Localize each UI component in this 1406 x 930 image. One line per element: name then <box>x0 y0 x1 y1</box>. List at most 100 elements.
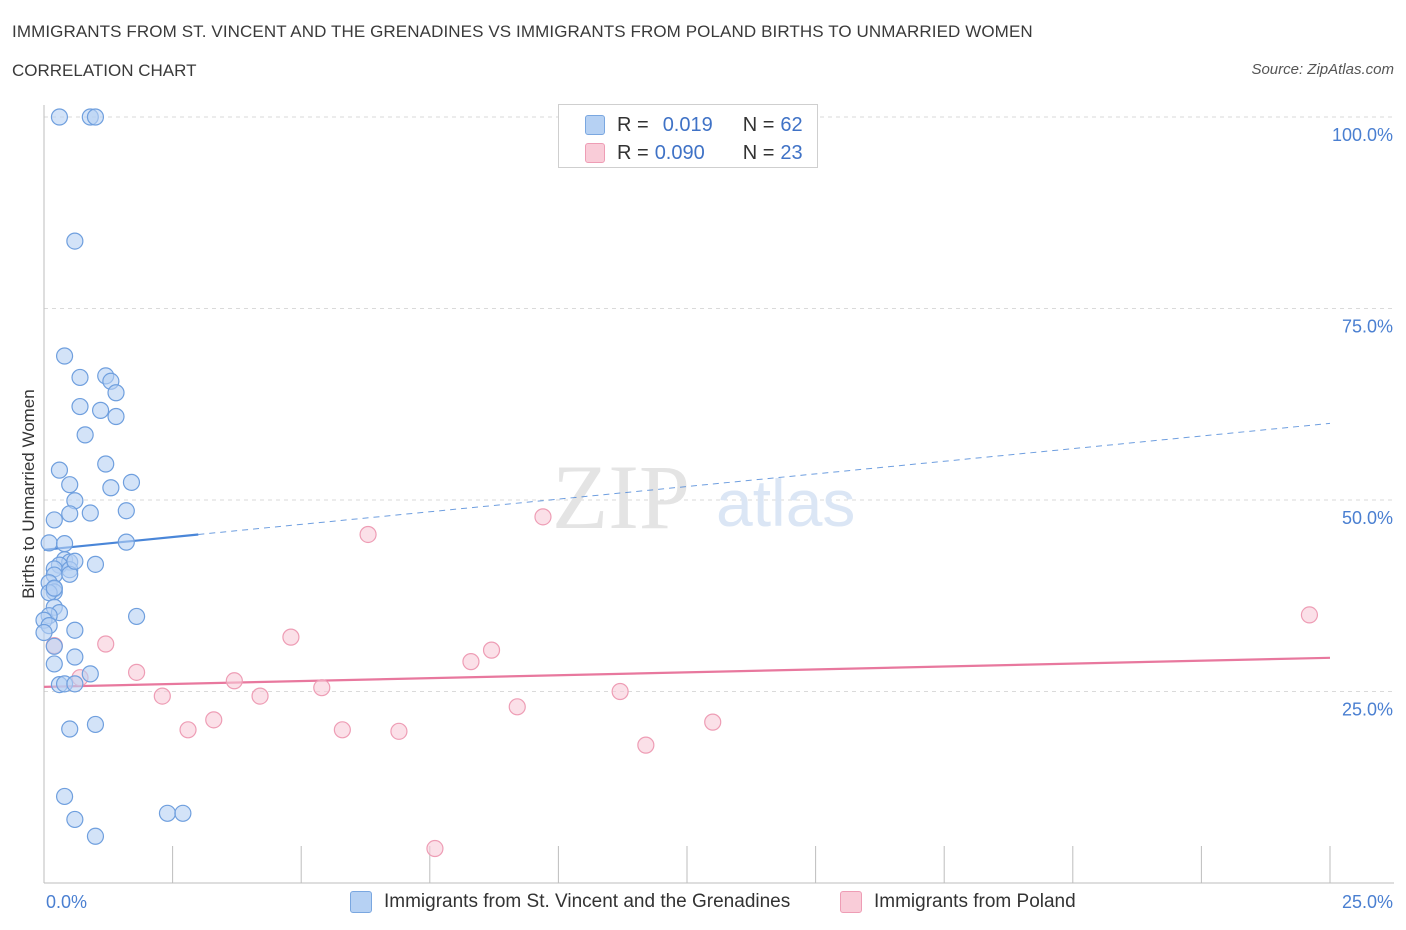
legend-row-pink: R = 0.090 N = 23 <box>585 140 803 166</box>
y-axis-title: Births to Unmarried Women <box>19 389 38 598</box>
bottom-swatch-pink <box>840 891 862 913</box>
point-st-vincent <box>55 787 74 806</box>
legend-r-label: R = <box>617 141 649 164</box>
watermark-zip: ZIP <box>552 446 690 548</box>
point-st-vincent <box>174 804 192 822</box>
bottom-legend-blue-label: Immigrants from St. Vincent and the Gren… <box>384 891 791 912</box>
bottom-legend-pink: Immigrants from Poland <box>840 890 1076 914</box>
stats-legend: R = 0.019 N = 62 R = 0.090 N = 23 <box>558 104 818 168</box>
legend-swatch-pink <box>585 143 605 163</box>
point-poland <box>704 713 722 731</box>
axis-labels: 25.0% 50.0% 75.0% 100.0% 0.0% 25.0% <box>46 125 1393 912</box>
legend-r-blue: 0.019 <box>662 113 713 136</box>
point-poland <box>127 663 146 681</box>
point-st-vincent <box>66 232 84 250</box>
point-st-vincent <box>71 397 89 416</box>
point-st-vincent <box>107 407 125 426</box>
point-st-vincent <box>66 648 84 666</box>
point-st-vincent <box>55 347 74 365</box>
point-poland <box>534 508 552 526</box>
point-poland <box>225 672 243 690</box>
axes <box>43 105 1394 884</box>
point-poland <box>637 736 655 754</box>
legend-r-label: R = <box>617 113 649 136</box>
point-st-vincent <box>66 621 84 639</box>
point-st-vincent <box>117 533 135 551</box>
point-poland <box>153 687 171 705</box>
x-tick-label-max: 25.0% <box>1342 892 1393 912</box>
point-poland <box>251 687 269 705</box>
point-poland <box>333 721 351 739</box>
bottom-legend-blue: Immigrants from St. Vincent and the Gren… <box>350 890 790 914</box>
point-st-vincent <box>45 579 63 597</box>
legend-r-pink: 0.090 <box>654 141 705 164</box>
point-st-vincent <box>66 552 84 570</box>
gridlines <box>44 116 1394 692</box>
y-tick-label: 25.0% <box>1342 700 1393 720</box>
point-poland <box>462 653 480 671</box>
point-st-vincent <box>55 535 74 553</box>
point-st-vincent <box>97 455 115 473</box>
point-st-vincent <box>117 502 135 520</box>
point-poland <box>313 679 331 697</box>
legend-n-pink: 23 <box>780 141 803 164</box>
point-st-vincent <box>35 623 53 642</box>
point-st-vincent <box>45 655 63 673</box>
point-st-vincent <box>61 720 79 738</box>
point-st-vincent <box>91 401 110 419</box>
point-st-vincent <box>127 607 146 626</box>
point-st-vincent <box>50 461 69 479</box>
point-st-vincent <box>71 368 89 387</box>
point-st-vincent <box>158 804 177 822</box>
bottom-swatch-blue <box>350 891 372 913</box>
point-st-vincent <box>122 473 141 491</box>
point-st-vincent <box>66 810 84 829</box>
point-st-vincent <box>76 426 94 444</box>
point-st-vincent <box>61 476 79 494</box>
trend-line-pink <box>43 656 1331 689</box>
point-poland <box>97 635 115 653</box>
watermark: ZIP atlas <box>552 446 855 548</box>
watermark-atlas: atlas <box>716 466 855 540</box>
legend-n-label: N = <box>742 113 775 136</box>
point-poland <box>426 839 444 858</box>
point-poland <box>205 711 223 729</box>
source-label: Source: ZipAtlas.com <box>1251 61 1394 78</box>
data-points <box>35 108 1319 858</box>
point-poland <box>508 698 526 716</box>
y-tick-label: 100.0% <box>1332 125 1393 145</box>
point-st-vincent <box>40 534 58 552</box>
trend-line-blue-projection <box>198 422 1331 535</box>
legend-n-blue: 62 <box>780 113 803 136</box>
bottom-legend-pink-label: Immigrants from Poland <box>874 891 1076 912</box>
point-st-vincent <box>61 505 79 523</box>
point-st-vincent <box>66 675 84 693</box>
x-tick-label-min: 0.0% <box>46 892 87 912</box>
legend-n-label: N = <box>742 141 775 164</box>
point-st-vincent <box>50 108 69 126</box>
point-st-vincent <box>86 715 105 734</box>
chart-title: IMMIGRANTS FROM ST. VINCENT AND THE GREN… <box>12 22 1033 41</box>
chart-subtitle: CORRELATION CHART <box>12 61 197 80</box>
y-tick-label: 75.0% <box>1342 317 1393 337</box>
legend-row-blue: R = 0.019 N = 62 <box>585 112 803 138</box>
point-st-vincent <box>86 108 105 126</box>
point-poland <box>611 682 629 701</box>
point-st-vincent <box>102 479 120 497</box>
point-st-vincent <box>45 511 63 529</box>
point-st-vincent <box>81 504 99 522</box>
legend-swatch-blue <box>585 115 605 135</box>
point-poland <box>482 641 501 659</box>
point-st-vincent <box>81 665 99 683</box>
point-poland <box>179 721 197 739</box>
point-poland <box>282 628 300 646</box>
point-poland <box>359 525 377 544</box>
point-st-vincent <box>107 384 125 402</box>
point-st-vincent <box>45 637 63 655</box>
y-tick-label: 50.0% <box>1342 508 1393 528</box>
point-poland <box>390 722 408 740</box>
point-st-vincent <box>86 827 105 845</box>
point-st-vincent <box>86 555 105 573</box>
point-poland <box>1300 606 1319 624</box>
